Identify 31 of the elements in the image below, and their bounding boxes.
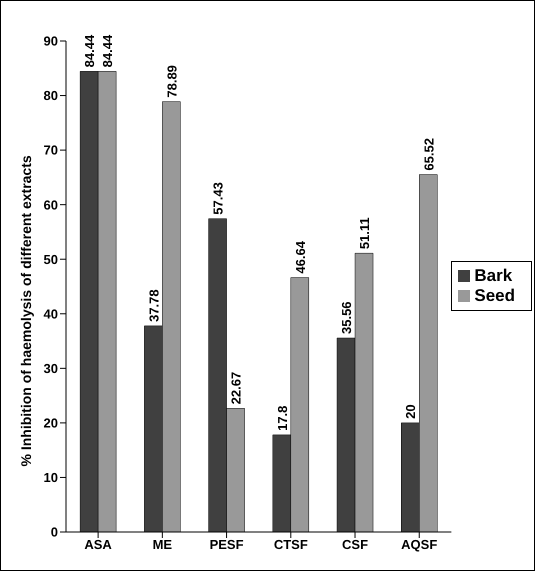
y-axis-title: % Inhibition of haemolysis of different extracts [18,155,34,466]
data-label: 57.43 [210,182,226,215]
data-label: 35.56 [339,301,354,334]
y-tick-label: 70 [44,142,58,158]
y-tick-label: 40 [44,306,58,322]
x-tick-label: ASA [84,537,112,552]
x-tick-label: PESF [210,537,244,552]
legend-label: Bark [474,266,512,284]
data-label: 46.64 [292,240,308,274]
data-label: 84.44 [100,34,116,68]
data-label: 78.89 [164,65,180,98]
y-tick-label: 60 [44,197,58,212]
y-tick-label: 10 [44,470,58,486]
data-label: 20 [403,404,418,419]
data-label: 84.44 [82,34,98,68]
legend-label: Seed [474,286,515,304]
data-label: 37.78 [146,289,162,322]
data-label: 22.67 [228,372,244,404]
y-tick-label: 50 [44,252,58,267]
x-tick-label: ME [152,537,172,552]
x-tick-label: CSF [342,537,368,552]
y-tick-label: 0 [50,524,58,540]
data-label: 65.52 [421,138,436,171]
x-tick-label: CTSF [274,537,308,552]
data-label: 17.8 [274,406,290,431]
y-tick-label: 80 [44,88,58,104]
y-tick-label: 30 [44,360,58,376]
y-tick-label: 90 [44,34,58,49]
data-label: 51.11 [357,217,372,250]
y-tick-label: 20 [44,416,58,431]
x-tick-label: AQSF [401,537,438,552]
